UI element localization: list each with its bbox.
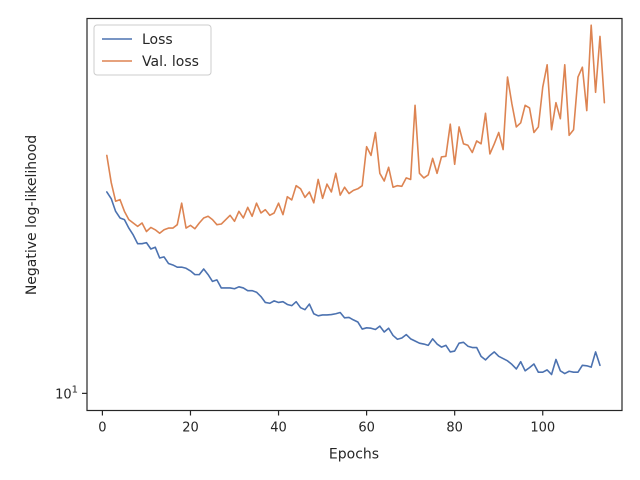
series-line-loss xyxy=(106,191,601,376)
legend: Loss Val. loss xyxy=(93,24,212,76)
legend-label-loss: Loss xyxy=(142,32,173,48)
x-tick-label: 100 xyxy=(530,421,555,436)
x-tick-label: 80 xyxy=(446,421,463,436)
x-axis-label: Epochs xyxy=(329,447,379,463)
series-line-val-loss xyxy=(106,24,606,235)
y-tick-label: 101 xyxy=(55,384,78,402)
x-tick-label: 40 xyxy=(270,421,287,436)
y-axis-ticks: 101 xyxy=(55,384,87,402)
x-tick-label: 60 xyxy=(358,421,375,436)
x-tick-label: 0 xyxy=(98,421,106,436)
x-axis-ticks: 0 20 40 60 80 100 xyxy=(98,410,555,436)
plot-frame xyxy=(86,17,623,412)
plot-lines xyxy=(106,24,606,376)
legend-box xyxy=(93,24,212,76)
legend-label-val-loss: Val. loss xyxy=(142,54,199,70)
x-tick-label: 20 xyxy=(182,421,199,436)
y-axis-label: Negative log-likelihood xyxy=(24,135,40,295)
